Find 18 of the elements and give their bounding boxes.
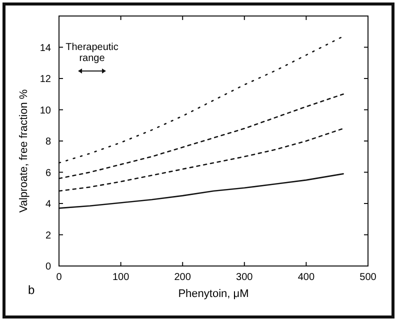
text: b (28, 283, 35, 297)
x-tick-label: 400 (298, 272, 315, 283)
y-tick-label: 6 (45, 168, 52, 179)
y-tick-label: 8 (45, 136, 52, 148)
y-axis-title: Valproate, free fraction % (18, 89, 30, 213)
x-tick-label: 100 (112, 272, 130, 283)
y-tick-label: 4 (45, 199, 52, 210)
y-tick-label: 0 (45, 262, 52, 272)
annotation: Therapeutic range (66, 42, 118, 64)
x-axis-title: Phenytoin, μM (178, 288, 249, 300)
y-tick-label: 14 (40, 42, 52, 54)
y-tick-label: 12 (40, 74, 52, 85)
y-tick-label: 2 (45, 230, 52, 242)
x-tick-label: 200 (174, 272, 192, 283)
x-tick-label: 300 (236, 272, 254, 283)
y-tick-label: 10 (40, 105, 52, 116)
x-tick-label: 500 (360, 272, 377, 283)
x-tick-label: 0 (56, 272, 62, 283)
